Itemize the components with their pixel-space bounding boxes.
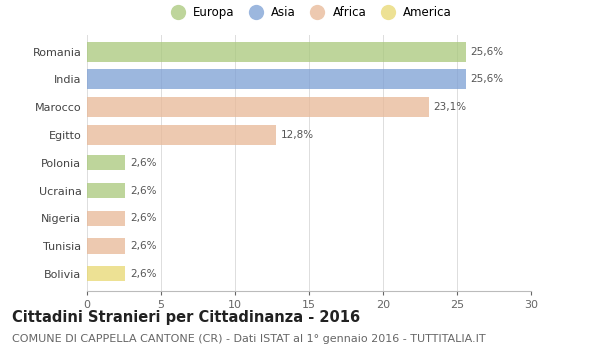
Text: 2,6%: 2,6%	[130, 186, 157, 196]
Text: Cittadini Stranieri per Cittadinanza - 2016: Cittadini Stranieri per Cittadinanza - 2…	[12, 310, 360, 325]
Bar	[87, 266, 125, 281]
Text: 2,6%: 2,6%	[130, 158, 157, 168]
Text: 25,6%: 25,6%	[470, 47, 503, 57]
Bar	[87, 238, 125, 254]
Text: 2,6%: 2,6%	[130, 241, 157, 251]
Text: 23,1%: 23,1%	[433, 102, 466, 112]
Legend: Europa, Asia, Africa, America: Europa, Asia, Africa, America	[166, 6, 452, 19]
Text: 12,8%: 12,8%	[281, 130, 314, 140]
Bar	[87, 42, 466, 62]
Text: 2,6%: 2,6%	[130, 269, 157, 279]
Bar	[87, 211, 125, 226]
Text: 25,6%: 25,6%	[470, 75, 503, 84]
Bar	[87, 97, 429, 117]
Bar	[87, 155, 125, 170]
Text: COMUNE DI CAPPELLA CANTONE (CR) - Dati ISTAT al 1° gennaio 2016 - TUTTITALIA.IT: COMUNE DI CAPPELLA CANTONE (CR) - Dati I…	[12, 334, 485, 344]
Bar	[87, 69, 466, 90]
Bar	[87, 183, 125, 198]
Bar	[87, 125, 277, 145]
Text: 2,6%: 2,6%	[130, 213, 157, 223]
